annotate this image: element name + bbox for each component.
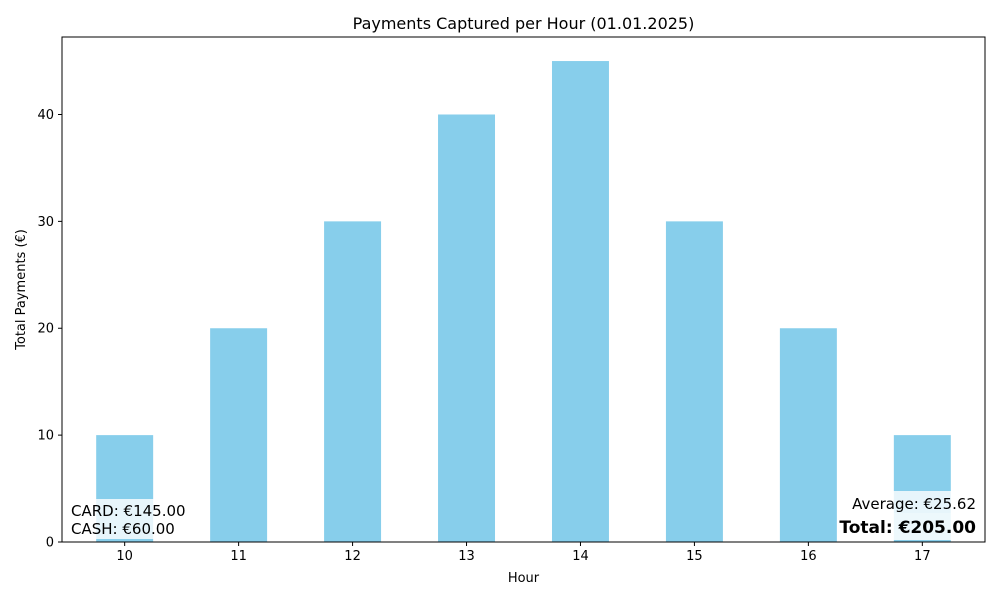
x-tick-label: 10	[116, 549, 133, 564]
x-axis-label: Hour	[508, 571, 540, 586]
x-tick-label: 11	[230, 549, 247, 564]
bars	[96, 61, 951, 543]
cash-total-label: CASH: €60.00	[71, 520, 175, 538]
average-box	[845, 491, 980, 513]
grand-total-label: Total: €205.00	[839, 518, 976, 538]
y-tick-label: 30	[37, 215, 54, 230]
total-box	[837, 513, 980, 540]
card-cash-box	[66, 499, 190, 539]
x-tick-label: 15	[686, 549, 703, 564]
y-tick-label: 10	[37, 429, 54, 444]
plot-frame	[61, 36, 986, 543]
bar-hour-14	[551, 61, 609, 543]
y-axis: 0 10 20 30 40	[37, 108, 62, 551]
y-tick-label: 0	[46, 536, 54, 551]
x-tick-label: 12	[344, 549, 361, 564]
average-label: Average: €25.62	[852, 495, 976, 513]
x-axis: 10 11 12 13 14 15 16 17	[116, 542, 931, 564]
x-tick-label: 13	[458, 549, 475, 564]
bar-hour-11	[210, 328, 268, 542]
card-total-label: CARD: €145.00	[71, 502, 186, 520]
y-tick-label: 40	[37, 108, 54, 123]
bar-hour-15	[665, 221, 723, 542]
bar-hour-16	[779, 328, 837, 542]
x-tick-label: 16	[800, 549, 817, 564]
bar-hour-12	[324, 221, 382, 542]
x-tick-label: 17	[914, 549, 931, 564]
chart-title: Payments Captured per Hour (01.01.2025)	[353, 14, 695, 33]
x-tick-label: 14	[572, 549, 589, 564]
bar-hour-13	[438, 114, 496, 543]
y-tick-label: 20	[37, 322, 54, 337]
y-axis-label: Total Payments (€)	[14, 229, 29, 351]
